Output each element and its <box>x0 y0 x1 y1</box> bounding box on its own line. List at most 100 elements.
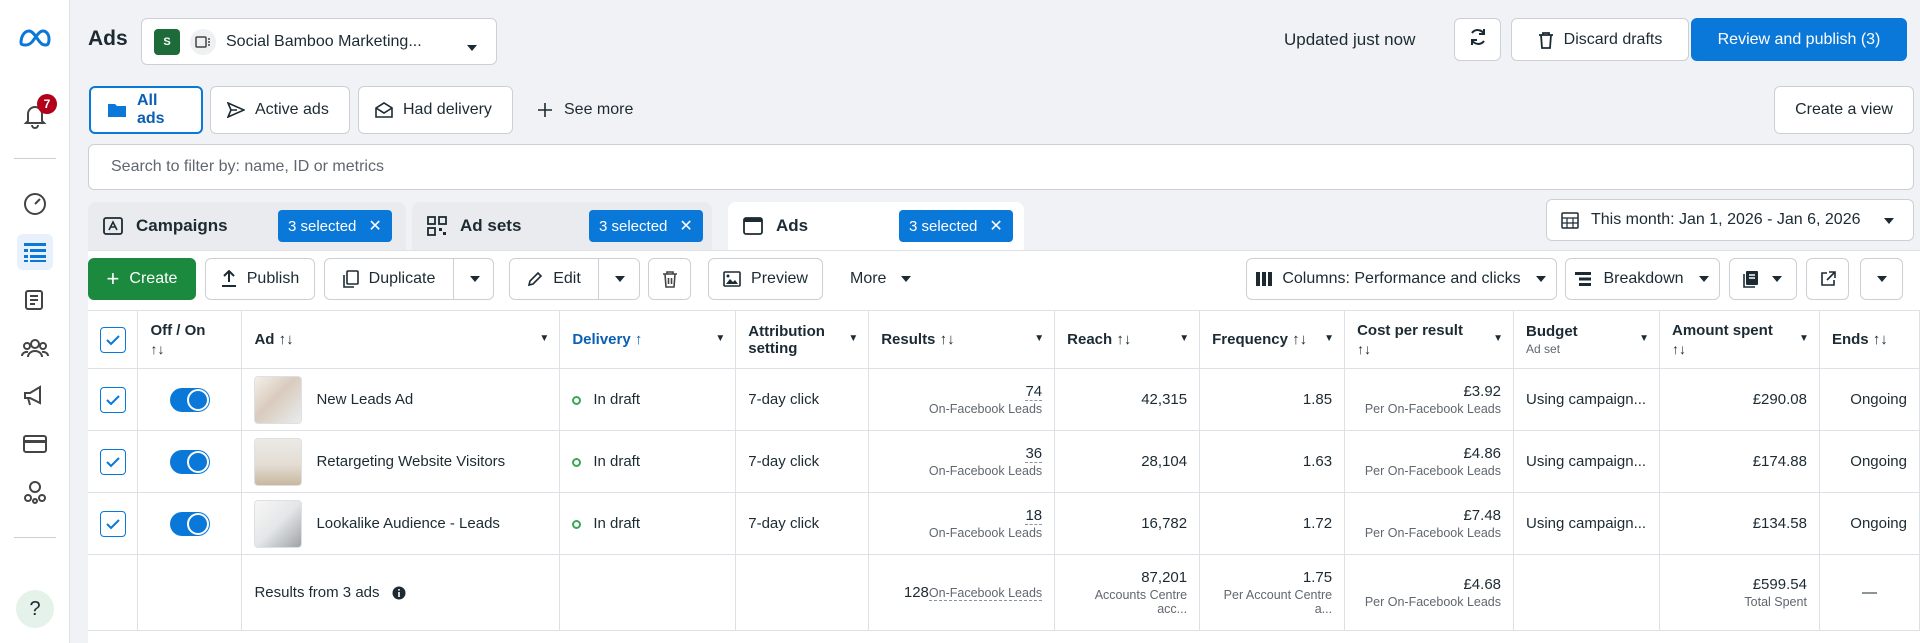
view-had-delivery[interactable]: Had delivery <box>358 86 513 134</box>
chevron-down-icon[interactable]: ▼ <box>1324 333 1335 344</box>
select-all-header[interactable] <box>88 310 139 369</box>
create-button[interactable]: + Create <box>88 258 196 300</box>
ads-selected-chip[interactable]: 3 selected ✕ <box>899 210 1013 242</box>
discard-drafts-button[interactable]: Discard drafts <box>1511 18 1689 61</box>
close-icon[interactable]: ✕ <box>679 218 693 235</box>
chevron-down-icon[interactable] <box>469 275 481 283</box>
column-header-ends[interactable]: Ends ↑↓ <box>1819 310 1920 369</box>
publish-label: Publish <box>246 270 300 287</box>
column-header-budget[interactable]: Budget Ad set ▼ <box>1513 310 1660 369</box>
review-and-publish-button[interactable]: Review and publish (3) <box>1691 18 1907 61</box>
sort-icon[interactable]: ↑↓ <box>1671 341 1686 357</box>
sort-icon[interactable]: ↑↓ <box>1292 331 1308 348</box>
see-more-button[interactable]: See more <box>538 101 633 119</box>
delete-button[interactable] <box>648 258 691 300</box>
results-value[interactable]: 74 <box>1025 383 1043 401</box>
reports-icon[interactable] <box>17 282 53 318</box>
ad-name[interactable]: Lookalike Audience - Leads <box>316 514 500 532</box>
column-header-frequency[interactable]: Frequency ↑↓ ▼ <box>1199 310 1346 369</box>
column-header-off-on[interactable]: Off / On ↑↓ <box>137 310 243 369</box>
ads-manager-table-icon[interactable] <box>17 234 53 270</box>
ad-sets-selected-chip[interactable]: 3 selected ✕ <box>589 210 703 242</box>
view-active-ads[interactable]: Active ads <box>210 86 350 134</box>
chevron-down-icon[interactable]: ▼ <box>715 333 726 344</box>
meta-logo-icon[interactable] <box>17 20 53 56</box>
search-input[interactable]: Search to filter by: name, ID or metrics <box>88 144 1914 190</box>
column-header-ad[interactable]: Ad ↑↓ ▼ <box>241 310 561 369</box>
results-value[interactable]: 36 <box>1025 445 1043 463</box>
sort-ascending-icon[interactable]: ↑ <box>634 331 643 348</box>
edit-label: Edit <box>553 270 581 287</box>
publish-button[interactable]: Publish <box>205 258 315 300</box>
ad-thumbnail[interactable] <box>254 437 303 486</box>
campaigns-selected-chip[interactable]: 3 selected ✕ <box>278 210 392 242</box>
tab-ad-sets[interactable]: Ad sets 3 selected ✕ <box>412 202 712 250</box>
column-header-delivery[interactable]: Delivery ↑ ▼ <box>559 310 737 369</box>
table-row[interactable]: New Leads Ad In draft 7-day click 74 On-F… <box>88 368 1920 431</box>
ad-on-off-toggle[interactable] <box>169 511 210 536</box>
info-icon[interactable] <box>392 586 406 600</box>
table-row[interactable]: Lookalike Audience - Leads In draft 7-da… <box>88 492 1920 555</box>
account-selector[interactable]: S Social Bamboo Marketing... <box>141 18 497 65</box>
chevron-down-icon[interactable]: ▼ <box>1639 333 1649 344</box>
chevron-down-icon[interactable]: ▼ <box>539 333 550 344</box>
row-checkbox[interactable] <box>99 510 126 537</box>
summary-results-type[interactable]: On-Facebook Leads <box>928 586 1043 601</box>
chevron-down-icon[interactable]: ▼ <box>1034 333 1045 344</box>
search-placeholder: Search to filter by: name, ID or metrics <box>111 158 384 175</box>
select-all-checkbox[interactable] <box>99 326 126 353</box>
ad-on-off-toggle[interactable] <box>169 449 210 474</box>
share-export-button[interactable] <box>1806 258 1849 300</box>
ad-thumbnail[interactable] <box>254 499 303 548</box>
view-all-ads[interactable]: All ads <box>89 86 203 134</box>
breakdown-selector[interactable]: Breakdown <box>1565 258 1720 300</box>
sort-icon[interactable]: ↑↓ <box>1357 341 1372 357</box>
column-header-attribution[interactable]: Attribution setting ▼ <box>735 310 870 369</box>
notification-badge: 7 <box>37 94 57 114</box>
column-header-amount-spent[interactable]: Amount spent ↑↓ ▼ <box>1659 310 1820 369</box>
campaigns-megaphone-icon[interactable] <box>17 378 53 414</box>
chevron-down-icon[interactable]: ▼ <box>1179 333 1190 344</box>
chevron-down-icon[interactable]: ▼ <box>848 333 859 344</box>
table-row[interactable]: Retargeting Website Visitors In draft 7-… <box>88 430 1920 493</box>
close-icon[interactable]: ✕ <box>368 218 382 235</box>
results-value[interactable]: 18 <box>1025 507 1043 525</box>
row-checkbox[interactable] <box>99 448 126 475</box>
sort-icon[interactable]: ↑↓ <box>939 331 955 348</box>
reports-export-button[interactable] <box>1729 258 1797 300</box>
tab-campaigns[interactable]: Campaigns 3 selected ✕ <box>88 202 406 250</box>
chevron-down-icon[interactable] <box>614 275 626 283</box>
row-checkbox[interactable] <box>99 386 126 413</box>
chevron-down-icon[interactable]: ▼ <box>1493 333 1504 344</box>
tab-ads[interactable]: Ads 3 selected ✕ <box>728 202 1024 250</box>
help-icon[interactable]: ? <box>16 590 54 628</box>
notifications-icon[interactable]: 7 <box>17 94 57 134</box>
more-options-button[interactable] <box>1860 258 1903 300</box>
sort-icon[interactable]: ↑↓ <box>278 331 294 348</box>
duplicate-button[interactable]: Duplicate <box>324 258 494 300</box>
table-header-row: Off / On ↑↓ Ad ↑↓ ▼ Delivery ↑ ▼ Attribu… <box>88 310 1920 369</box>
billing-card-icon[interactable] <box>17 426 53 462</box>
create-view-button[interactable]: Create a view <box>1774 86 1914 134</box>
business-settings-icon[interactable] <box>17 474 53 510</box>
sort-icon[interactable]: ↑↓ <box>1116 331 1132 348</box>
column-header-reach[interactable]: Reach ↑↓ ▼ <box>1054 310 1201 369</box>
dashboard-gauge-icon[interactable] <box>17 186 53 222</box>
close-icon[interactable]: ✕ <box>989 218 1003 235</box>
more-button[interactable]: More <box>850 258 912 300</box>
edit-button[interactable]: Edit <box>509 258 640 300</box>
ad-on-off-toggle[interactable] <box>169 387 210 412</box>
ad-name[interactable]: New Leads Ad <box>316 390 414 408</box>
sort-icon[interactable]: ↑↓ <box>1872 331 1888 348</box>
refresh-button[interactable] <box>1454 18 1501 61</box>
sort-icon[interactable]: ↑↓ <box>150 341 165 357</box>
column-header-cost-per-result[interactable]: Cost per result ↑↓ ▼ <box>1344 310 1515 369</box>
chevron-down-icon[interactable]: ▼ <box>1799 333 1809 344</box>
ad-thumbnail[interactable] <box>254 375 303 424</box>
column-header-results[interactable]: Results ↑↓ ▼ <box>868 310 1056 369</box>
columns-selector[interactable]: Columns: Performance and clicks <box>1246 258 1557 300</box>
ad-name[interactable]: Retargeting Website Visitors <box>316 452 506 470</box>
preview-button[interactable]: Preview <box>708 258 823 300</box>
date-range-picker[interactable]: This month: Jan 1, 2026 - Jan 6, 2026 <box>1546 199 1914 241</box>
audiences-icon[interactable] <box>17 330 53 366</box>
